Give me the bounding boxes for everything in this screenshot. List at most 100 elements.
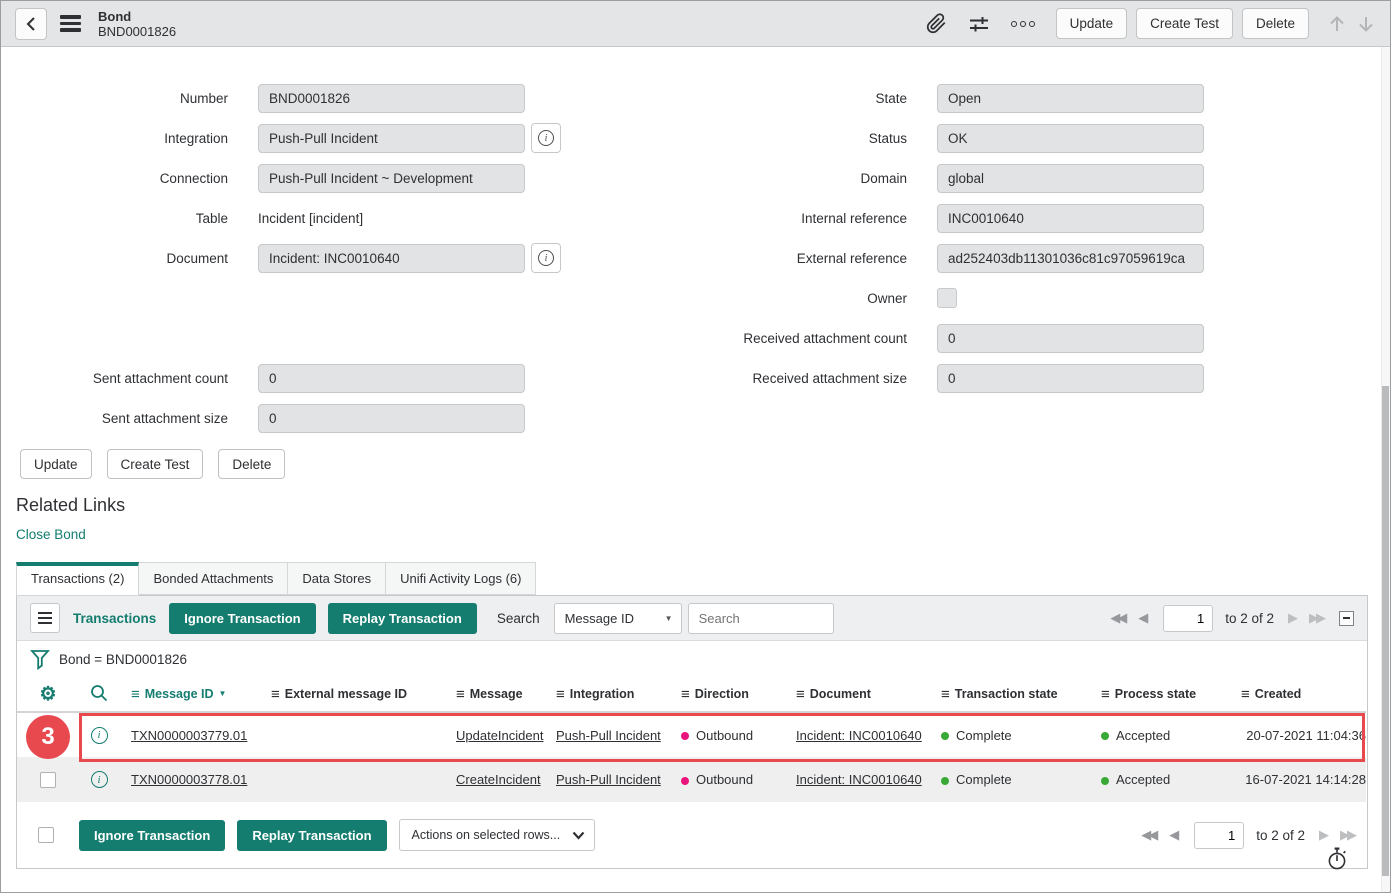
sent-attachment-count-field[interactable] bbox=[258, 363, 525, 393]
document-link[interactable]: Incident: INC0010640 bbox=[796, 727, 922, 743]
accepted-dot-icon bbox=[1101, 776, 1109, 785]
chevron-down-icon bbox=[572, 831, 584, 840]
status-field[interactable] bbox=[937, 123, 1205, 153]
column-header-message-id[interactable]: ≡ Message ID ▼ bbox=[119, 677, 259, 713]
message-link[interactable]: UpdateIncident bbox=[456, 727, 544, 743]
personalize-form-icon[interactable] bbox=[968, 14, 990, 34]
page-scrollbar-thumb[interactable] bbox=[1382, 386, 1389, 876]
info-icon: i bbox=[538, 250, 554, 266]
previous-page-icon[interactable]: ◀ bbox=[1169, 827, 1179, 842]
select-all-checkbox[interactable] bbox=[38, 827, 54, 843]
column-menu-icon: ≡ bbox=[271, 685, 280, 703]
last-page-icon[interactable]: ▶▶ bbox=[1309, 610, 1326, 625]
next-page-icon[interactable]: ▶ bbox=[1288, 610, 1298, 625]
tab-bonded-attachments[interactable]: Bonded Attachments bbox=[138, 562, 289, 595]
more-options-icon[interactable] bbox=[1010, 20, 1035, 27]
row-info-icon[interactable]: i bbox=[90, 771, 108, 789]
message-id-link[interactable]: TXN0000003779.01 bbox=[131, 727, 248, 743]
first-page-icon[interactable]: ◀◀ bbox=[1141, 827, 1158, 842]
integration-field[interactable] bbox=[258, 123, 525, 153]
table-row: i TXN0000003779.01 UpdateIncident Push-P… bbox=[17, 712, 1366, 757]
document-field[interactable] bbox=[258, 243, 525, 273]
received-attachment-size-field[interactable] bbox=[937, 363, 1205, 393]
sent-attachment-size-field[interactable] bbox=[258, 403, 525, 433]
sort-desc-icon: ▼ bbox=[218, 688, 227, 698]
message-link[interactable]: CreateIncident bbox=[456, 772, 541, 787]
attachment-icon[interactable] bbox=[926, 13, 947, 34]
first-page-icon[interactable]: ◀◀ bbox=[1110, 610, 1127, 625]
external-reference-field[interactable] bbox=[937, 243, 1205, 273]
page-range-label: to 2 of 2 bbox=[1225, 610, 1274, 626]
personalize-columns-gear-icon[interactable]: ⚙ bbox=[39, 683, 57, 705]
tab-transactions[interactable]: Transactions (2) bbox=[16, 562, 140, 596]
footer-ignore-transaction-button[interactable]: Ignore Transaction bbox=[79, 819, 226, 851]
list-search-icon[interactable] bbox=[90, 684, 108, 702]
annotation-step-badge: 3 bbox=[26, 715, 70, 759]
back-button[interactable] bbox=[15, 7, 47, 40]
row-checkbox[interactable] bbox=[40, 771, 56, 788]
actions-on-rows-select[interactable]: Actions on selected rows... bbox=[398, 819, 595, 851]
integration-link[interactable]: Push-Pull Incident bbox=[556, 772, 661, 787]
last-page-icon[interactable]: ▶▶ bbox=[1340, 827, 1357, 842]
top-pagination: ◀◀ ◀ to 2 of 2 ▶ ▶▶ bbox=[1096, 604, 1354, 632]
list-title: Transactions bbox=[73, 610, 157, 626]
header-delete-button[interactable]: Delete bbox=[1241, 8, 1309, 39]
update-button[interactable]: Update bbox=[20, 449, 92, 479]
number-field[interactable] bbox=[258, 83, 525, 113]
integration-info-button[interactable]: i bbox=[531, 123, 561, 153]
message-id-link[interactable]: TXN0000003778.01 bbox=[131, 772, 248, 787]
collapse-list-icon[interactable] bbox=[1339, 610, 1354, 626]
column-header-transaction-state[interactable]: ≡ Transaction state bbox=[929, 677, 1089, 713]
tab-unifi-activity-logs[interactable]: Unifi Activity Logs (6) bbox=[385, 562, 537, 595]
close-bond-link[interactable]: Close Bond bbox=[16, 527, 86, 542]
tab-data-stores[interactable]: Data Stores bbox=[287, 562, 387, 595]
search-field-select[interactable]: Message ID ▼ bbox=[553, 602, 682, 634]
transaction-state-value: Complete bbox=[956, 727, 1012, 743]
owner-field[interactable] bbox=[937, 288, 958, 308]
response-time-stopwatch-icon[interactable] bbox=[1326, 846, 1348, 871]
page-number-input[interactable] bbox=[1194, 821, 1245, 849]
list-menu-button[interactable] bbox=[30, 603, 60, 633]
column-header-integration[interactable]: ≡ Integration bbox=[544, 677, 669, 713]
footer-replay-transaction-button[interactable]: Replay Transaction bbox=[237, 819, 387, 851]
received-attachment-count-label: Received attachment count bbox=[743, 330, 908, 346]
header-update-button[interactable]: Update bbox=[1055, 8, 1128, 39]
record-number: BND0001826 bbox=[98, 23, 177, 39]
context-menu-icon[interactable] bbox=[60, 15, 81, 32]
filter-funnel-icon[interactable] bbox=[30, 647, 50, 671]
column-header-process-state[interactable]: ≡ Process state bbox=[1089, 677, 1229, 713]
next-record-icon[interactable] bbox=[1356, 14, 1376, 34]
row-info-icon[interactable]: i bbox=[90, 726, 108, 744]
delete-button[interactable]: Delete bbox=[218, 449, 286, 479]
column-menu-icon: ≡ bbox=[456, 685, 465, 703]
received-attachment-count-field[interactable] bbox=[937, 323, 1205, 353]
internal-reference-field[interactable] bbox=[937, 203, 1205, 233]
list-search-input[interactable] bbox=[687, 602, 834, 634]
create-test-button[interactable]: Create Test bbox=[106, 449, 204, 479]
column-menu-icon: ≡ bbox=[1241, 685, 1250, 703]
document-label: Document bbox=[166, 250, 228, 266]
actions-select-placeholder: Actions on selected rows... bbox=[411, 828, 561, 842]
transaction-state-value: Complete bbox=[956, 772, 1012, 787]
state-field[interactable] bbox=[937, 83, 1205, 113]
header-create-test-button[interactable]: Create Test bbox=[1136, 8, 1233, 39]
document-link[interactable]: Incident: INC0010640 bbox=[796, 772, 922, 787]
domain-field[interactable] bbox=[937, 163, 1205, 193]
replay-transaction-button[interactable]: Replay Transaction bbox=[327, 602, 477, 634]
column-header-document[interactable]: ≡ Document bbox=[784, 677, 929, 713]
previous-page-icon[interactable]: ◀ bbox=[1138, 610, 1148, 625]
column-header-direction[interactable]: ≡ Direction bbox=[669, 677, 784, 713]
column-header-external-message-id[interactable]: ≡ External message ID bbox=[259, 677, 444, 713]
filter-breadcrumb[interactable]: Bond = BND0001826 bbox=[59, 651, 187, 667]
integration-link[interactable]: Push-Pull Incident bbox=[556, 727, 661, 743]
connection-field[interactable] bbox=[258, 163, 525, 193]
page-number-input[interactable] bbox=[1163, 604, 1214, 632]
record-title-block: Bond BND0001826 bbox=[98, 9, 176, 39]
column-header-created[interactable]: ≡ Created bbox=[1229, 677, 1366, 713]
previous-record-icon[interactable] bbox=[1327, 14, 1347, 34]
ignore-transaction-button[interactable]: Ignore Transaction bbox=[169, 602, 316, 634]
column-header-message[interactable]: ≡ Message bbox=[444, 677, 544, 713]
document-info-button[interactable]: i bbox=[531, 243, 561, 273]
related-links-heading: Related Links bbox=[16, 495, 126, 515]
next-page-icon[interactable]: ▶ bbox=[1319, 827, 1329, 842]
